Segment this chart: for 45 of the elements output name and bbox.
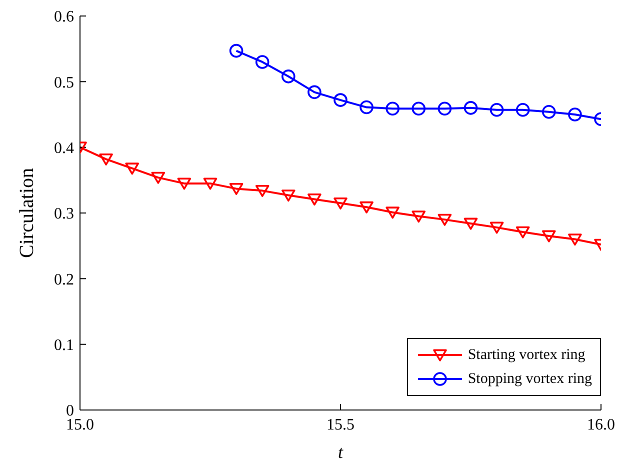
- point: [360, 201, 374, 214]
- y-tick-label: 0.3: [54, 206, 74, 223]
- point: [568, 234, 582, 246]
- point: [464, 218, 478, 230]
- point: [229, 183, 244, 196]
- point: [125, 162, 139, 175]
- point: [516, 226, 530, 238]
- y-tick-label: 0.4: [54, 140, 74, 158]
- point: [334, 93, 348, 107]
- point: [360, 100, 374, 114]
- y-tick-label: 0.1: [54, 337, 74, 354]
- legend-label: Stopping vortex ring: [468, 370, 592, 388]
- x-axis-title: t: [338, 442, 344, 462]
- y-axis-title: Circulation: [16, 168, 38, 258]
- point: [151, 172, 166, 184]
- x-tick-label: 16.0: [587, 416, 615, 434]
- point: [516, 103, 530, 117]
- point: [412, 210, 426, 223]
- point: [229, 44, 244, 58]
- point: [282, 70, 296, 84]
- point: [386, 206, 400, 219]
- point: [255, 55, 270, 69]
- y-tick-label: 0.5: [54, 74, 74, 92]
- point: [490, 222, 504, 234]
- point: [438, 102, 452, 116]
- y-tick-label: 0.6: [54, 8, 74, 26]
- point: [203, 178, 218, 190]
- y-tick-label: 0.2: [54, 271, 74, 288]
- point: [490, 103, 504, 117]
- point: [438, 214, 452, 226]
- x-tick-label: 15.5: [326, 416, 354, 434]
- legend-label: Starting vortex ring: [468, 346, 586, 364]
- point: [282, 190, 296, 202]
- point: [99, 153, 113, 166]
- point: [568, 108, 582, 122]
- point: [412, 102, 426, 116]
- point: [255, 184, 270, 197]
- point: [464, 101, 478, 115]
- point: [334, 197, 348, 210]
- point: [308, 85, 322, 100]
- point: [386, 102, 400, 116]
- point: [177, 178, 192, 190]
- point: [542, 230, 556, 242]
- point: [308, 194, 322, 206]
- point: [542, 104, 556, 119]
